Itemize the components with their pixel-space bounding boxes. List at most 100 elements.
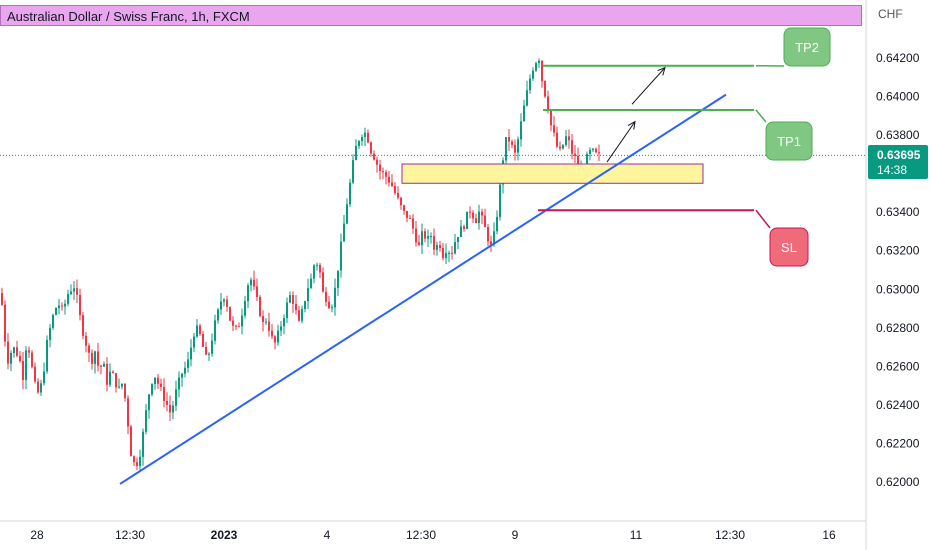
candle-body — [415, 228, 417, 243]
y-tick-label: 0.63400 — [876, 205, 920, 219]
candle-body — [169, 404, 171, 413]
bar-countdown: 14:38 — [877, 163, 908, 177]
candle-body — [109, 371, 111, 385]
candle-body — [379, 164, 381, 172]
candle-body — [199, 325, 201, 334]
candle-body — [103, 363, 105, 367]
candle-body — [355, 146, 357, 161]
candle-body — [46, 339, 48, 372]
arrow-head — [627, 120, 636, 130]
candle-body — [136, 462, 138, 467]
candle-body — [388, 176, 390, 183]
candle-body — [277, 330, 279, 343]
candle-body — [433, 236, 435, 250]
candle-body — [31, 352, 33, 367]
candle-body — [322, 272, 324, 292]
candle-body — [427, 236, 429, 239]
candle-body — [442, 248, 444, 259]
candle-body — [445, 253, 447, 259]
candle-body — [574, 153, 576, 157]
candle-body — [301, 309, 303, 321]
candle-body — [340, 241, 342, 271]
candle-body — [352, 160, 354, 183]
candle-body — [13, 347, 15, 354]
candle-body — [166, 400, 168, 405]
candle-body — [175, 389, 177, 406]
candle-body — [163, 386, 165, 401]
candle-body — [106, 363, 108, 385]
candle-body — [262, 315, 264, 323]
callout-sl-box — [769, 227, 809, 267]
candle-body — [313, 265, 315, 279]
candle-body — [493, 231, 495, 245]
currency-label: CHF — [878, 7, 903, 21]
candle-body — [205, 346, 207, 355]
y-tick-label: 0.63200 — [876, 244, 920, 258]
candle-body — [130, 426, 132, 457]
candle-body — [367, 132, 369, 143]
callout-tp1-pointer — [755, 109, 767, 123]
candle-body — [295, 303, 297, 311]
candle-body — [526, 90, 528, 106]
candle-body — [292, 295, 294, 304]
candle-body — [448, 252, 450, 254]
candle-body — [472, 212, 474, 219]
candle-body — [4, 304, 6, 342]
candle-body — [463, 226, 465, 229]
candle-body — [289, 295, 291, 303]
candle-body — [220, 301, 222, 310]
candle-body — [187, 359, 189, 368]
candle-body — [394, 186, 396, 193]
callout-tp2-box — [783, 27, 831, 67]
candle-body — [343, 223, 345, 242]
candle-body — [544, 81, 546, 97]
candle-body — [559, 146, 561, 149]
x-tick-label: 12:30 — [406, 528, 436, 542]
candle-body — [496, 216, 498, 232]
candle-body — [217, 309, 219, 321]
arrow-head — [657, 66, 666, 76]
candle-body — [532, 70, 534, 79]
candle-body — [247, 285, 249, 302]
candle-body — [550, 110, 552, 126]
candle-body — [541, 60, 543, 82]
y-tick-label: 0.63800 — [876, 128, 920, 142]
candle-body — [145, 410, 147, 432]
candle-body — [172, 405, 174, 413]
candle-body — [151, 383, 153, 395]
candle-body — [508, 136, 510, 142]
candle-body — [499, 184, 501, 217]
y-tick-label: 0.62200 — [876, 436, 920, 450]
candle-body — [334, 287, 336, 308]
candle-body — [10, 353, 12, 364]
candle-body — [76, 288, 78, 295]
candle-body — [571, 140, 573, 154]
candle-body — [121, 383, 123, 387]
candle-body — [484, 215, 486, 228]
current-price-value: 0.63695 — [877, 148, 921, 162]
candle-body — [16, 347, 18, 356]
candle-body — [439, 245, 441, 249]
candle-body — [349, 182, 351, 205]
symbol-title-bar[interactable]: Australian Dollar / Swiss Franc, 1h, FXC… — [0, 5, 862, 26]
callout-tp1-box — [765, 121, 813, 161]
candle-body — [457, 237, 459, 242]
candle-body — [283, 318, 285, 327]
candle-body — [280, 326, 282, 331]
candle-body — [67, 294, 69, 304]
candle-body — [148, 394, 150, 411]
candle-body — [511, 141, 513, 145]
candle-body — [451, 252, 453, 254]
candle-body — [373, 153, 375, 160]
candle-body — [37, 381, 39, 393]
candle-body — [40, 383, 42, 393]
candle-body — [34, 366, 36, 382]
candle-body — [475, 218, 477, 223]
candle-body — [202, 333, 204, 347]
current-price-tag: 0.63695 14:38 — [868, 145, 928, 179]
candle-body — [436, 245, 438, 250]
x-tick-label: 16 — [822, 528, 836, 542]
candle-body — [232, 320, 234, 326]
candle-body — [412, 218, 414, 229]
